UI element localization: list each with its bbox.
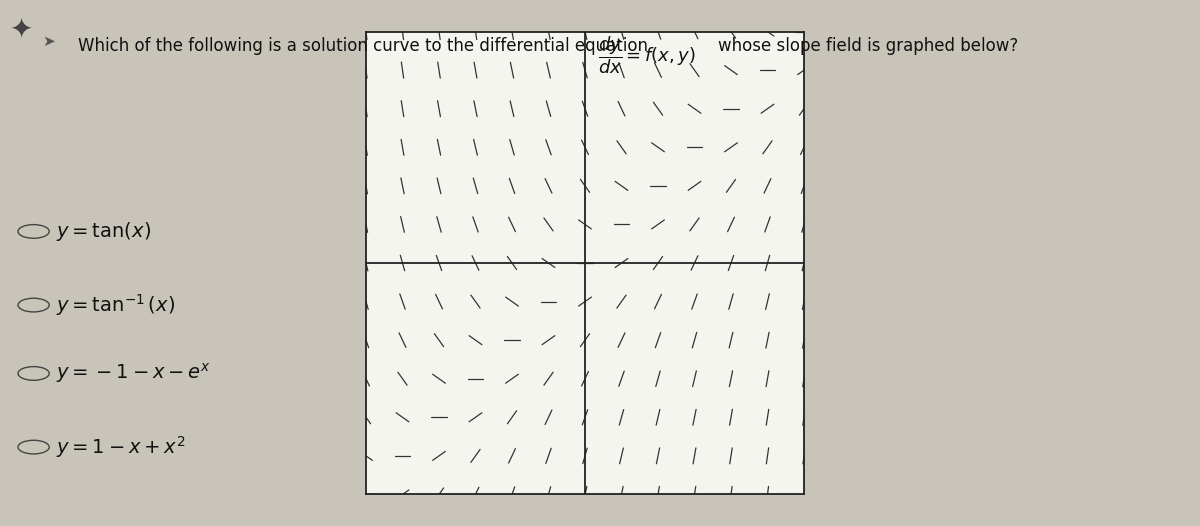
Text: ✦: ✦: [10, 16, 32, 44]
Text: Which of the following is a solution curve to the differential equation: Which of the following is a solution cur…: [78, 37, 648, 55]
Text: $y = \tan^{-1}(x)$: $y = \tan^{-1}(x)$: [56, 292, 175, 318]
Text: $\dfrac{dy}{dx} = f(x, y)$: $\dfrac{dy}{dx} = f(x, y)$: [598, 34, 695, 76]
Text: ➤: ➤: [42, 34, 55, 49]
Text: $y = 1 - x + x^2$: $y = 1 - x + x^2$: [56, 434, 186, 460]
Text: $y = \tan(x)$: $y = \tan(x)$: [56, 220, 151, 243]
Text: $y = -1 - x - e^x$: $y = -1 - x - e^x$: [56, 361, 211, 386]
Text: whose slope field is graphed below?: whose slope field is graphed below?: [718, 37, 1018, 55]
